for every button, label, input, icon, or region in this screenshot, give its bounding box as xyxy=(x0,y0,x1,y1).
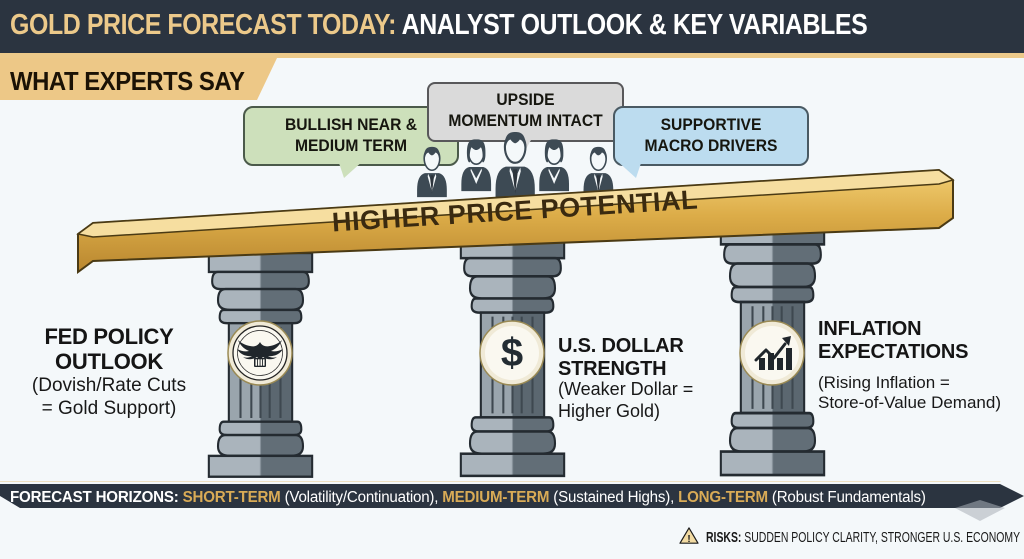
svg-text:!: ! xyxy=(687,534,690,545)
svg-text:$: $ xyxy=(501,331,523,375)
